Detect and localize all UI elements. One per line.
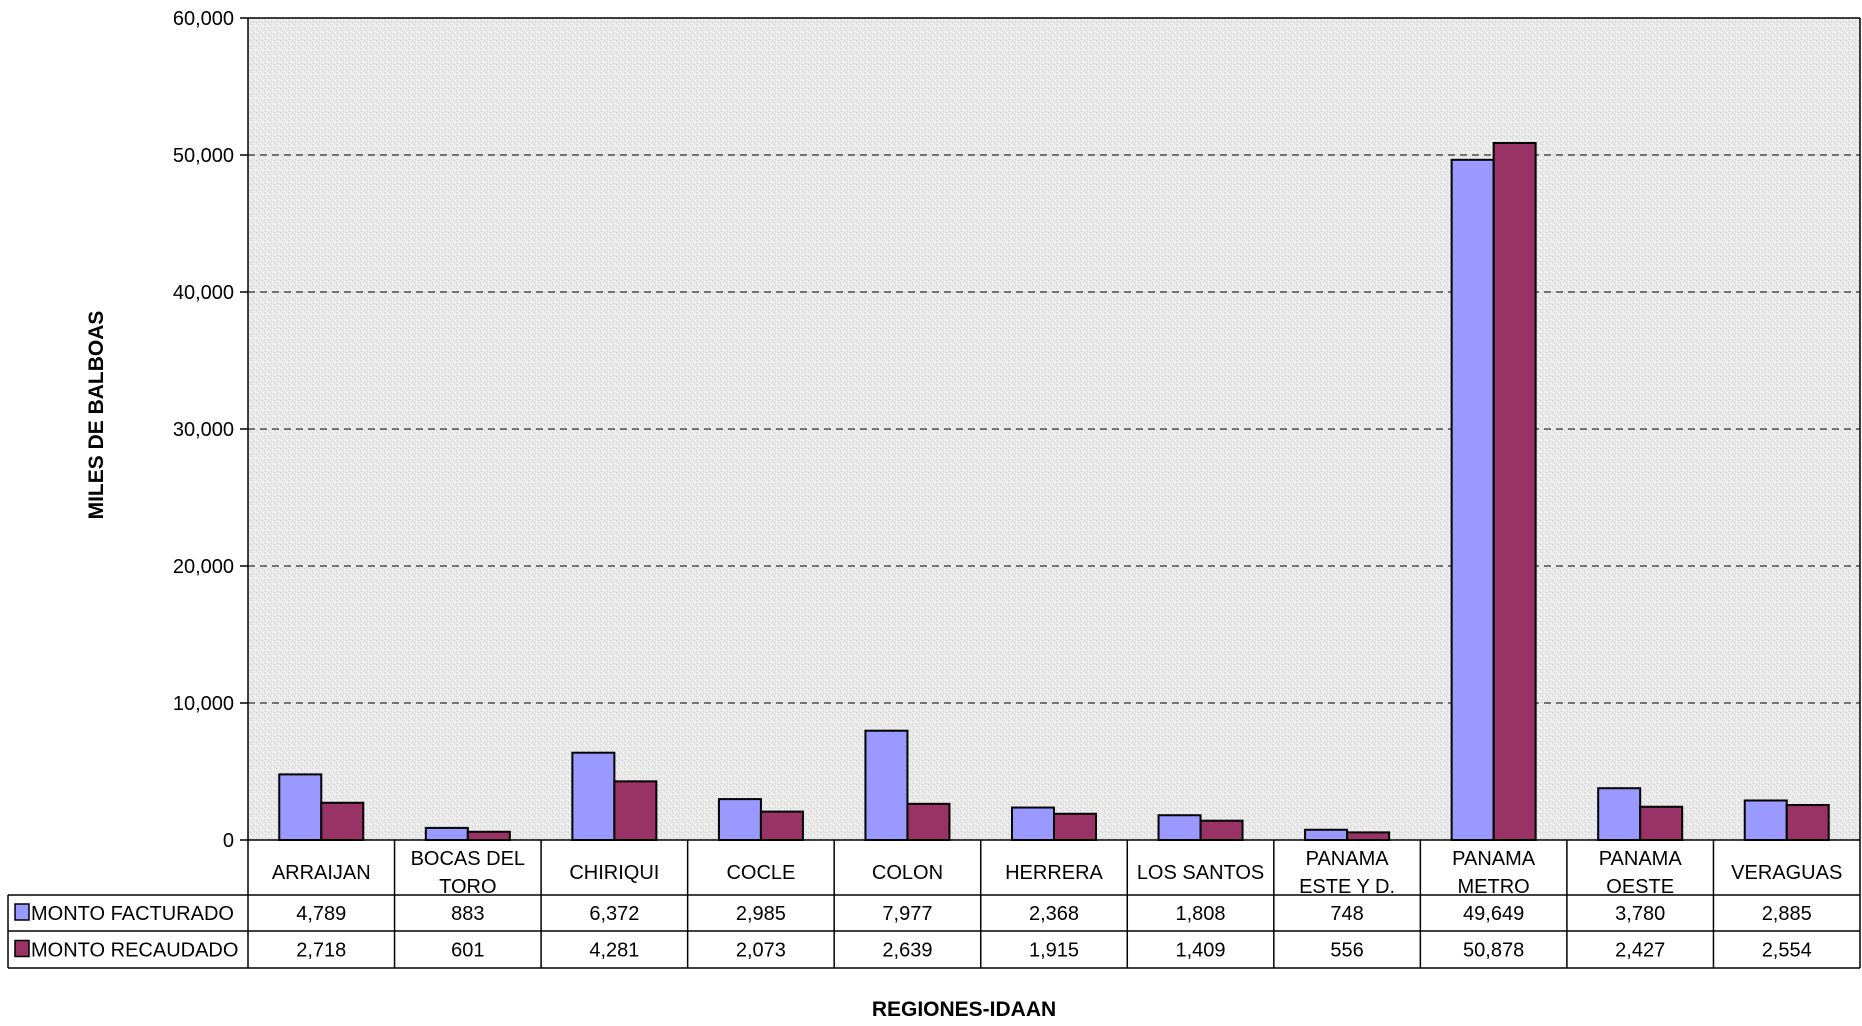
bar	[1492, 141, 1537, 842]
bar	[571, 751, 616, 842]
x-tick-label: ARRAIJAN	[272, 862, 371, 884]
legend-label: MONTO RECAUDADO	[31, 940, 238, 962]
x-tick-label: PANAMA METRO	[1452, 848, 1536, 898]
data-label: 1,808	[1176, 903, 1226, 925]
bar	[424, 826, 469, 841]
bar	[1785, 804, 1830, 841]
bar	[320, 801, 365, 842]
bar	[1597, 787, 1642, 841]
bar	[1011, 806, 1055, 842]
bar	[278, 773, 323, 841]
bar	[1053, 812, 1097, 842]
y-axis-title: MILES DE BALBOAS	[85, 311, 108, 520]
x-tick-label: COLON	[872, 862, 943, 884]
data-label: 50,878	[1463, 940, 1524, 962]
data-label: 2,885	[1762, 903, 1812, 925]
data-table: ARRAIJAN BOCAS DEL TORO CHIRIQUI COCLE COLON H…	[7, 839, 1861, 969]
data-label: 2,985	[736, 903, 786, 925]
data-label: 601	[451, 940, 484, 962]
data-label: 2,368	[1029, 903, 1079, 925]
bar	[1346, 831, 1391, 842]
legend-swatch	[14, 939, 30, 958]
data-label: 1,409	[1176, 940, 1226, 962]
y-tick-label: 60,000	[173, 8, 234, 30]
bar	[906, 802, 951, 842]
bar	[1304, 828, 1349, 841]
x-tick-label: COCLE	[726, 862, 795, 884]
data-label: 883	[451, 903, 484, 925]
data-label: 7,977	[882, 903, 932, 925]
x-tick-label: CHIRIQUI	[569, 862, 659, 884]
x-tick-label: BOCAS DEL TORO	[411, 848, 525, 898]
data-label: 2,718	[296, 940, 346, 962]
y-tick-label: 50,000	[173, 145, 234, 167]
x-tick-label: VERAGUAS	[1731, 862, 1842, 884]
data-label: 49,649	[1463, 903, 1524, 925]
bars	[278, 141, 1830, 842]
bar	[613, 780, 658, 841]
data-label: 2,639	[882, 940, 932, 962]
y-tick-label: 10,000	[173, 693, 234, 715]
y-tick-label: 40,000	[173, 282, 234, 304]
data-label: 748	[1330, 903, 1363, 925]
bar	[864, 729, 909, 841]
data-label: 4,281	[589, 940, 639, 962]
bar	[1157, 814, 1202, 842]
data-label: 556	[1330, 940, 1363, 962]
y-tick-label: 30,000	[173, 419, 234, 441]
legend-swatch	[14, 903, 30, 921]
data-label: 2,073	[736, 940, 786, 962]
x-tick-label: LOS SANTOS	[1137, 862, 1264, 884]
x-tick-label: HERRERA	[1005, 862, 1103, 884]
x-axis-title: REGIONES-IDAAN	[872, 998, 1056, 1021]
bar	[1743, 799, 1788, 842]
y-tick-label: 0	[223, 830, 234, 852]
data-label: 4,789	[296, 903, 346, 925]
data-label: 6,372	[589, 903, 639, 925]
bar	[466, 830, 511, 841]
data-label: 2,554	[1762, 940, 1812, 962]
bar	[759, 810, 804, 842]
y-tick-label: 20,000	[173, 556, 234, 578]
axes: 0 10,000 20,000 30,000 40,000 50,000 60,000	[173, 8, 1861, 852]
bar	[1199, 819, 1244, 842]
legend-label: MONTO FACTURADO	[31, 903, 234, 925]
bar	[717, 798, 762, 842]
data-label: 1,915	[1029, 940, 1079, 962]
bar	[1450, 158, 1495, 841]
x-tick-label: PANAMA OESTE	[1599, 848, 1683, 898]
x-tick-label: PANAMA ESTE Y D.	[1299, 848, 1395, 898]
data-label: 3,780	[1615, 903, 1665, 925]
bar	[1639, 805, 1684, 842]
data-label: 2,427	[1615, 940, 1665, 962]
